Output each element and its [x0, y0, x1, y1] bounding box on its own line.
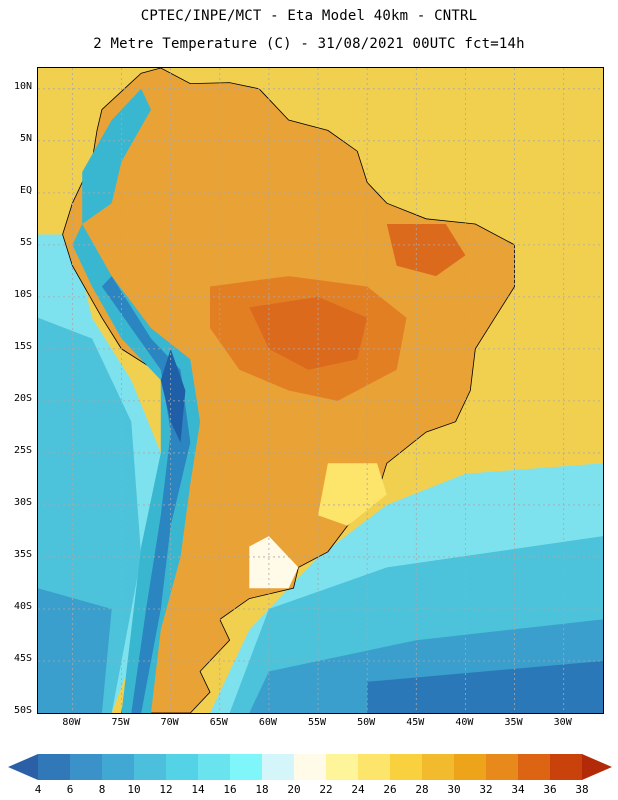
longitude-label: 50W [357, 717, 376, 728]
longitude-label: 55W [308, 717, 327, 728]
colorbar-label: 24 [351, 783, 365, 796]
pacific-cold-water [38, 588, 112, 713]
latitude-label: 40S [13, 600, 32, 612]
andes-north-band [82, 88, 151, 224]
colorbar-swatch [198, 754, 231, 780]
colorbar-label: 14 [191, 783, 205, 796]
latitude-label: 10S [13, 288, 32, 300]
colorbar-label: 16 [223, 783, 237, 796]
latitude-label: 45S [13, 652, 32, 664]
colorbar-label: 30 [447, 783, 461, 796]
colorbar-label: 20 [287, 783, 301, 796]
colorbar-label: 28 [415, 783, 429, 796]
colorbar-swatch [326, 754, 359, 780]
mato-grosso-hot-zone [249, 296, 368, 370]
longitude-label: 30W [553, 717, 572, 728]
longitude-label: 40W [455, 717, 474, 728]
colorbar-swatch [230, 754, 263, 780]
atlantic-coldest-water [367, 661, 603, 713]
colorbar-label: 6 [66, 783, 74, 796]
colorbar-swatch [38, 754, 71, 780]
colorbar-swatch [390, 754, 423, 780]
colorbar-swatch [166, 754, 199, 780]
longitude-label: 35W [504, 717, 523, 728]
altiplano-cold-zone [160, 348, 186, 443]
colorbar-swatch [294, 754, 327, 780]
longitude-label: 75W [111, 717, 130, 728]
longitude-label: 70W [160, 717, 179, 728]
colorbar-label: 22 [319, 783, 333, 796]
latitude-label: 25S [13, 444, 32, 456]
colorbar-label: 12 [159, 783, 173, 796]
colorbar-label: 38 [575, 783, 589, 796]
colorbar-swatch [422, 754, 455, 780]
latitude-label: 20S [13, 392, 32, 404]
temperature-map [37, 67, 604, 714]
colorbar-label: 4 [34, 783, 42, 796]
south-brazil-mild-zone [318, 463, 387, 526]
colorbar-label: 10 [127, 783, 141, 796]
pampas-cool-zone [249, 536, 299, 589]
latitude-label: 5N [19, 132, 32, 144]
colorbar-label: 8 [98, 783, 106, 796]
colorbar-swatch [454, 754, 487, 780]
colorbar-swatch [8, 754, 38, 780]
colorbar-swatch [518, 754, 551, 780]
colorbar-swatch [358, 754, 391, 780]
map-title: CPTEC/INPE/MCT - Eta Model 40km - CNTRL [140, 8, 478, 24]
colorbar-swatch [134, 754, 167, 780]
latitude-label: 35S [13, 548, 32, 560]
longitude-label: 45W [406, 717, 425, 728]
colorbar-swatch [550, 754, 583, 780]
map-canvas [38, 68, 603, 713]
latitude-label: 15S [13, 340, 32, 352]
latitude-label: EQ [19, 184, 32, 196]
colorbar-swatch [582, 754, 612, 780]
colorbar-label: 34 [511, 783, 525, 796]
map-subtitle: 2 Metre Temperature (C) - 31/08/2021 00U… [93, 36, 525, 52]
latitude-label: 10N [13, 80, 32, 92]
colorbar-label: 18 [255, 783, 269, 796]
colorbar [8, 754, 612, 780]
latitude-label: 5S [19, 236, 32, 248]
northeast-hot-zone [386, 224, 466, 277]
longitude-label: 60W [258, 717, 277, 728]
colorbar-label: 36 [543, 783, 557, 796]
colorbar-label: 32 [479, 783, 493, 796]
latitude-label: 50S [13, 705, 32, 716]
longitude-label: 65W [209, 717, 228, 728]
longitude-label: 80W [62, 717, 81, 728]
colorbar-label: 26 [383, 783, 397, 796]
latitude-label: 30S [13, 496, 32, 508]
andes-main-band [72, 224, 201, 713]
colorbar-swatch [70, 754, 103, 780]
colorbar-swatch [486, 754, 519, 780]
colorbar-swatch [262, 754, 295, 780]
colorbar-swatch [102, 754, 135, 780]
